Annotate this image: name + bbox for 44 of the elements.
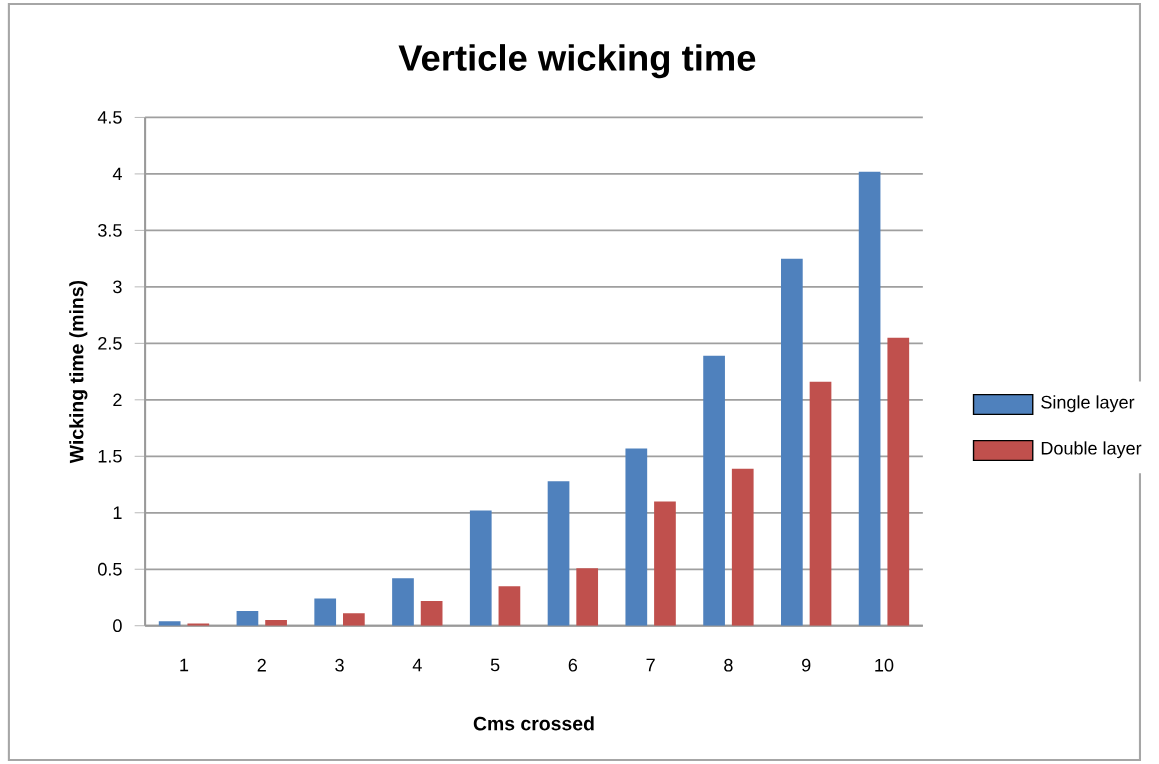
y-tick-label: 0.5 xyxy=(98,562,122,576)
x-tick-label: 4 xyxy=(412,658,422,672)
y-tick-label: 4 xyxy=(112,167,122,181)
bar xyxy=(703,355,725,626)
bar xyxy=(236,611,259,626)
bar xyxy=(314,598,337,626)
bar xyxy=(547,481,570,626)
bar xyxy=(731,468,754,626)
x-tick-label: 9 xyxy=(802,658,811,672)
bar xyxy=(781,258,803,626)
chart-title: Verticle wicking time xyxy=(398,44,756,79)
bar xyxy=(187,623,210,626)
bar xyxy=(654,501,676,626)
x-axis-title: Cms crossed xyxy=(473,716,594,731)
x-tick-label: 8 xyxy=(724,658,733,672)
x-tick-label: 3 xyxy=(335,658,344,672)
x-tick-label: 1 xyxy=(180,658,189,672)
legend-label: Single layer xyxy=(1041,395,1135,413)
x-tick-label: 5 xyxy=(490,658,500,672)
y-tick-label: 1 xyxy=(113,506,122,520)
bar xyxy=(469,510,492,626)
legend-label: Double layer xyxy=(1041,441,1142,459)
y-tick-label: 2.5 xyxy=(98,336,122,350)
y-tick-label: 3.5 xyxy=(98,224,122,237)
x-tick-label: 7 xyxy=(646,658,655,672)
bar xyxy=(625,448,648,626)
bar xyxy=(392,578,414,626)
bar xyxy=(858,171,881,626)
bar xyxy=(158,621,181,626)
bar xyxy=(343,613,365,626)
bar xyxy=(420,600,443,626)
x-tick-label: 10 xyxy=(875,658,894,672)
bar xyxy=(576,568,599,626)
y-tick-label: 4.5 xyxy=(97,111,122,124)
bar xyxy=(809,381,832,626)
y-tick-label: 1.5 xyxy=(98,450,122,463)
bar xyxy=(498,586,521,626)
x-tick-label: 6 xyxy=(568,658,578,672)
y-tick-label: 2 xyxy=(113,393,122,407)
y-tick-label: 0 xyxy=(113,619,122,633)
y-axis-title: Wicking time (mins) xyxy=(69,280,88,464)
y-tick-label: 3 xyxy=(113,280,122,294)
bar xyxy=(887,337,910,626)
x-tick-label: 2 xyxy=(257,658,266,672)
